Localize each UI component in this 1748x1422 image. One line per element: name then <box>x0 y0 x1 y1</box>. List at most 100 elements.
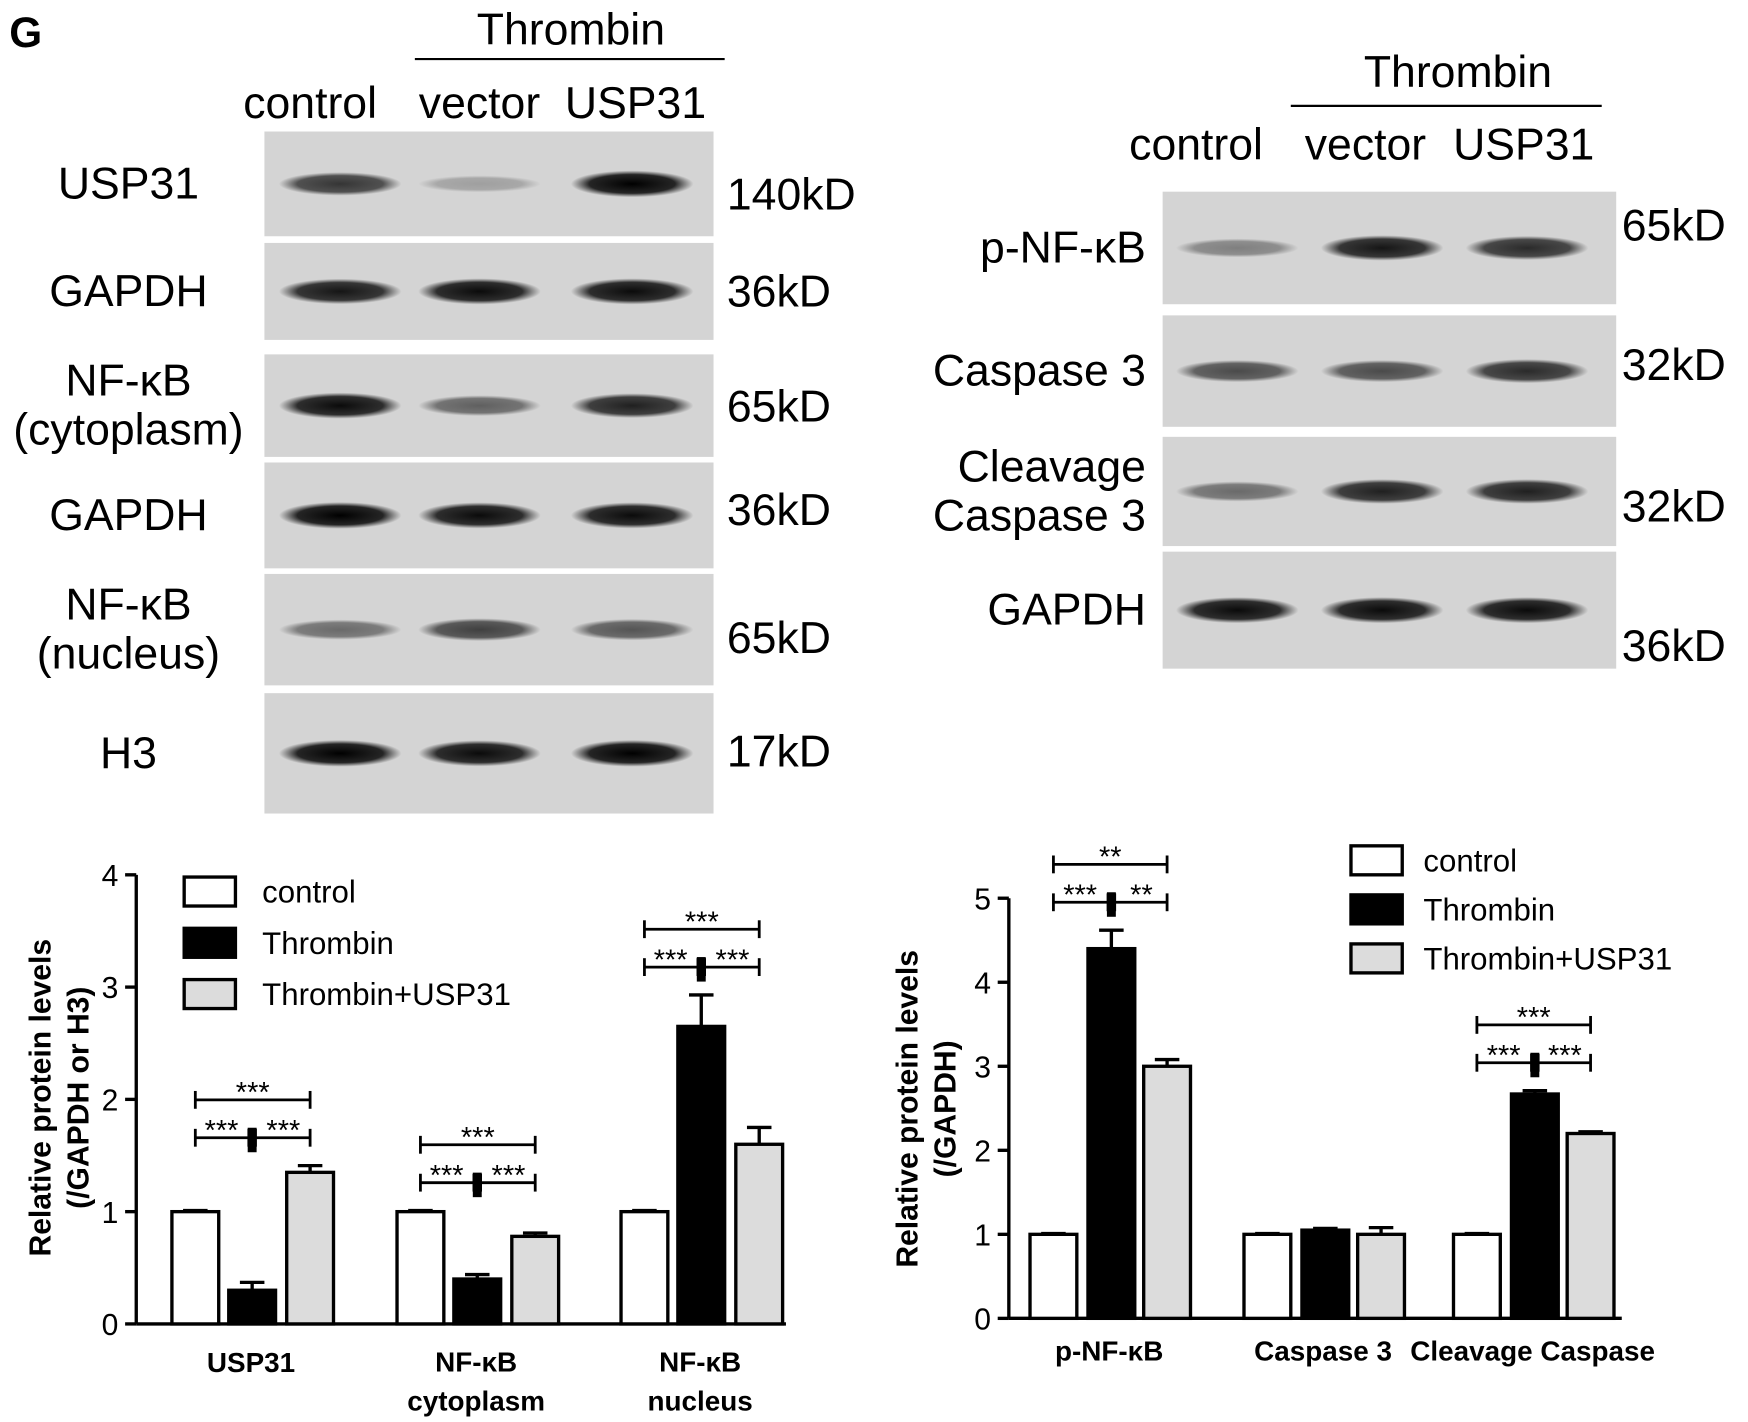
band <box>570 739 694 767</box>
band <box>1176 238 1299 258</box>
bar <box>452 1277 503 1326</box>
x-tick-label: NF-κB cytoplasm <box>407 1346 545 1416</box>
band <box>1176 360 1299 383</box>
x-tick-label: p-NF-κB <box>1055 1336 1163 1367</box>
y-label-group: Relative protein levels (/GAPDH or H3) <box>24 939 95 1257</box>
band <box>1320 235 1444 261</box>
x-tick-label: NF-κB nucleus <box>648 1346 753 1416</box>
x-tick-label: Caspase 3 <box>1254 1336 1392 1367</box>
band <box>570 393 694 419</box>
row-label: GAPDH <box>49 491 207 540</box>
band <box>418 502 541 529</box>
band <box>1320 479 1444 504</box>
y-tick-label: 5 <box>974 883 991 916</box>
sig-label: *** <box>1548 1040 1582 1072</box>
sig-divider <box>247 1127 257 1153</box>
band <box>1465 479 1589 504</box>
size-label: 140kD <box>727 171 856 220</box>
row-label: Caspase 3 <box>933 347 1146 396</box>
band <box>1320 360 1444 383</box>
band <box>418 278 541 305</box>
sig-label: *** <box>1517 1002 1551 1034</box>
lane-label: USP31 <box>565 79 706 128</box>
size-label: 36kD <box>727 267 831 316</box>
legend-label: Thrombin+USP31 <box>1423 942 1672 977</box>
sig-label: *** <box>1063 880 1097 912</box>
panel-letter: G <box>9 9 42 56</box>
sig-label: *** <box>430 1160 464 1192</box>
sig-label: *** <box>461 1122 495 1154</box>
sig-label: *** <box>716 944 750 976</box>
band <box>278 392 402 419</box>
row-label: Cleavage Caspase 3 <box>933 442 1146 540</box>
band <box>570 170 694 198</box>
bar <box>619 1209 670 1326</box>
band <box>1465 359 1589 384</box>
band <box>570 502 694 529</box>
band <box>278 619 402 640</box>
row-label: NF-κB (nucleus) <box>37 581 220 679</box>
lane-label: control <box>1129 120 1263 169</box>
size-label: 32kD <box>1622 341 1726 390</box>
row-label: GAPDH <box>987 586 1145 635</box>
band <box>278 739 402 767</box>
sig-label: *** <box>685 906 719 938</box>
bar <box>170 1209 221 1326</box>
sig-divider <box>1106 892 1116 917</box>
band <box>278 172 402 196</box>
lane-label: control <box>243 79 377 128</box>
row-label: NF-κB (cytoplasm) <box>13 357 243 455</box>
group-label: Thrombin <box>477 6 665 55</box>
y-axis-label: Relative protein levels (/GAPDH) <box>891 950 962 1268</box>
sig-label: *** <box>236 1077 270 1109</box>
band <box>1176 481 1299 502</box>
size-label: 36kD <box>727 486 831 535</box>
y-label-group: Relative protein levels (/GAPDH) <box>891 950 962 1268</box>
legend-label: control <box>1423 843 1517 878</box>
sig-label: *** <box>1487 1040 1521 1072</box>
legend-swatch <box>1349 942 1404 975</box>
bar <box>1028 1232 1079 1321</box>
legend-swatch <box>182 977 238 1011</box>
sig-label: *** <box>492 1160 526 1192</box>
bar <box>510 1234 561 1326</box>
bar <box>1300 1228 1351 1321</box>
sig-label: ** <box>1130 880 1153 912</box>
band <box>418 618 541 642</box>
sig-label: *** <box>266 1115 300 1147</box>
row-label: p-NF-κB <box>980 223 1146 272</box>
bar <box>1242 1232 1293 1321</box>
band <box>418 175 541 193</box>
x-tick-label: Cleavage Caspase <box>1410 1336 1655 1367</box>
y-tick-label: 2 <box>102 1085 119 1118</box>
bar <box>227 1288 278 1326</box>
bar <box>395 1209 446 1326</box>
y-tick-label: 3 <box>102 972 119 1005</box>
bar <box>676 1024 727 1326</box>
group-label: Thrombin <box>1364 48 1552 97</box>
bar <box>1509 1092 1560 1321</box>
sig-label: *** <box>205 1115 239 1147</box>
band <box>1176 597 1299 624</box>
size-label: 36kD <box>1622 622 1726 671</box>
band <box>418 740 541 767</box>
y-tick-label: 2 <box>974 1135 991 1168</box>
row-label: GAPDH <box>49 267 207 316</box>
sig-label: ** <box>1099 842 1122 874</box>
size-label: 65kD <box>1622 202 1726 251</box>
size-label: 65kD <box>727 614 831 663</box>
bar <box>1086 946 1137 1321</box>
band <box>278 502 402 529</box>
lane-label: vector <box>419 79 541 128</box>
y-axis-label: Relative protein levels (/GAPDH or H3) <box>24 939 95 1257</box>
legend-label: Thrombin+USP31 <box>262 977 511 1012</box>
y-tick-label: 4 <box>974 967 991 1000</box>
bar <box>1355 1232 1407 1321</box>
legend-label: control <box>262 875 356 910</box>
legend-label: Thrombin <box>262 926 394 961</box>
sig-label: *** <box>654 944 688 976</box>
sig-divider <box>472 1172 482 1198</box>
legend-swatch <box>1349 893 1404 926</box>
band <box>1465 235 1589 260</box>
bar <box>1565 1131 1616 1321</box>
